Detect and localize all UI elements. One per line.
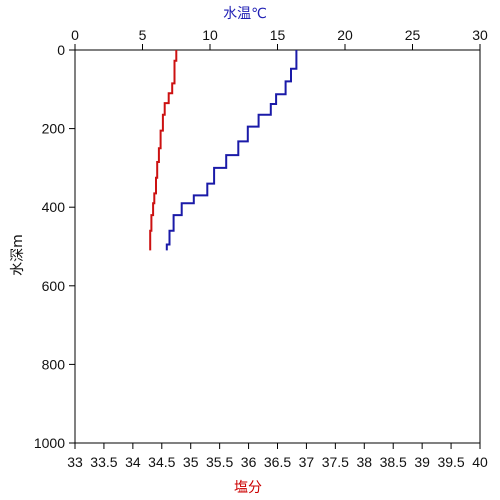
bottom-tick-label: 38.5 bbox=[380, 454, 407, 470]
top-tick-label: 5 bbox=[139, 27, 147, 43]
left-axis-title: 水深m bbox=[10, 234, 26, 276]
left-tick-label: 400 bbox=[42, 199, 66, 215]
top-tick-label: 20 bbox=[337, 27, 353, 43]
bottom-tick-label: 39.5 bbox=[437, 454, 464, 470]
temperature-series-line bbox=[165, 50, 298, 251]
bottom-tick-label: 34 bbox=[125, 454, 141, 470]
top-tick-label: 0 bbox=[71, 27, 79, 43]
salinity-series-line bbox=[149, 50, 178, 251]
bottom-tick-label: 34.5 bbox=[148, 454, 175, 470]
top-tick-label: 15 bbox=[270, 27, 286, 43]
bottom-tick-label: 39 bbox=[414, 454, 430, 470]
bottom-tick-label: 33 bbox=[67, 454, 83, 470]
top-tick-label: 10 bbox=[202, 27, 218, 43]
top-axis-title: 水温℃ bbox=[223, 6, 267, 22]
bottom-tick-label: 36 bbox=[241, 454, 257, 470]
left-axis-ticks: 0 200 400 600 800 1000 bbox=[34, 42, 75, 451]
bottom-tick-label: 35.5 bbox=[206, 454, 233, 470]
left-tick-label: 200 bbox=[42, 121, 66, 137]
left-tick-label: 1000 bbox=[34, 435, 65, 451]
left-tick-label: 0 bbox=[57, 42, 65, 58]
bottom-tick-label: 37 bbox=[299, 454, 315, 470]
bottom-tick-label: 37.5 bbox=[322, 454, 349, 470]
bottom-tick-label: 33.5 bbox=[90, 454, 117, 470]
bottom-tick-label: 35 bbox=[183, 454, 199, 470]
bottom-tick-label: 40 bbox=[472, 454, 488, 470]
series-lines bbox=[149, 50, 298, 251]
left-tick-label: 800 bbox=[42, 356, 66, 372]
top-tick-label: 25 bbox=[405, 27, 421, 43]
top-axis-ticks: 0 5 10 15 20 25 30 bbox=[71, 27, 488, 50]
bottom-tick-label: 36.5 bbox=[264, 454, 291, 470]
left-tick-label: 600 bbox=[42, 278, 66, 294]
bottom-tick-label: 38 bbox=[356, 454, 372, 470]
bottom-axis-title: 塩分 bbox=[234, 480, 262, 496]
top-tick-label: 30 bbox=[472, 27, 488, 43]
bottom-axis-ticks: 33 33.5 34 34.5 35 35.5 36 36.5 37 37.5 38 38.5 39 39… bbox=[67, 443, 488, 470]
